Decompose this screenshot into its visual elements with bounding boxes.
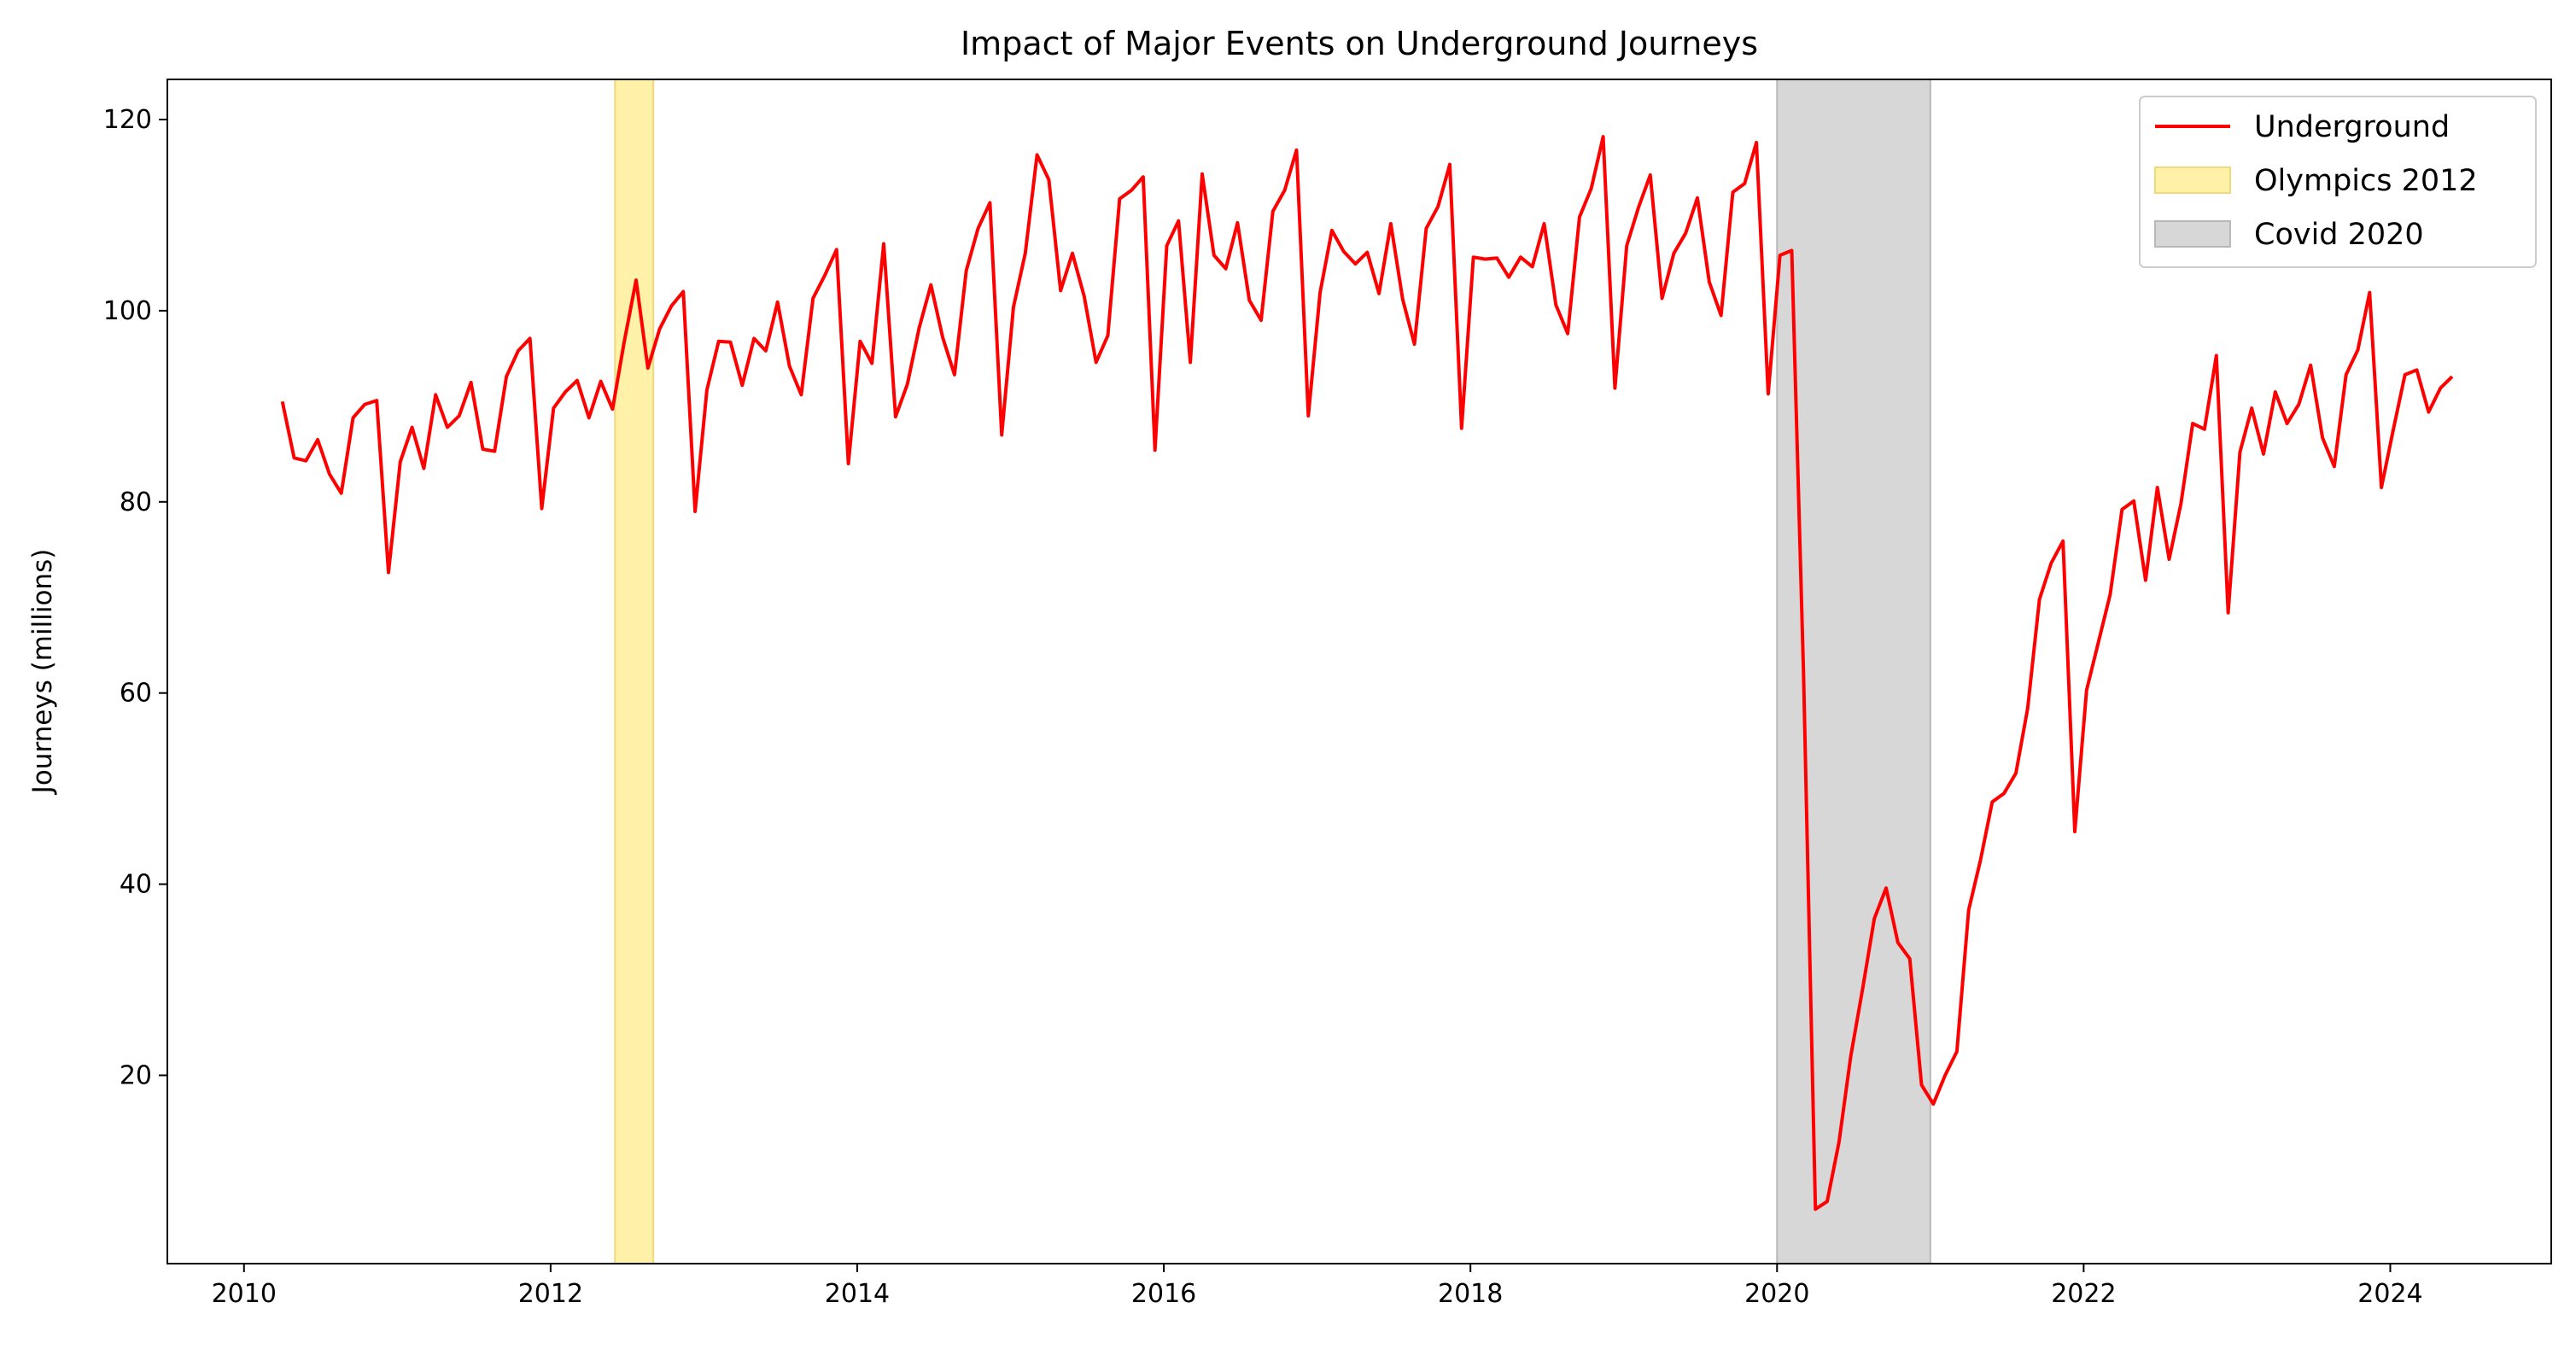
legend-label-covid: Covid 2020 — [2254, 218, 2424, 252]
series-layer — [280, 135, 2454, 1212]
y-tick-label: 80 — [120, 488, 152, 517]
x-tick-label: 2022 — [2051, 1279, 2116, 1309]
legend-box — [2139, 96, 2537, 268]
x-tick-label: 2018 — [1438, 1279, 1503, 1309]
x-tick-label: 2024 — [2357, 1279, 2422, 1309]
y-tick-label: 60 — [120, 679, 152, 709]
y-tick-label: 120 — [103, 105, 152, 135]
x-axis: 2010 2012 2014 2016 2018 2020 2022 2024 — [212, 1264, 2423, 1309]
x-tick-label: 2020 — [1744, 1279, 1809, 1309]
legend: Underground Olympics 2012 Covid 2020 — [2139, 96, 2537, 268]
legend-swatch-covid — [2154, 220, 2231, 248]
y-axis: 20 40 60 80 100 120 — [103, 105, 167, 1090]
y-axis-title: Journeys (millions) — [27, 549, 58, 796]
y-tick-label: 100 — [103, 296, 152, 326]
x-tick-label: 2010 — [212, 1279, 277, 1309]
event-bands — [614, 79, 1931, 1264]
legend-swatch-olympics — [2154, 166, 2231, 194]
band-olympics-2012 — [614, 79, 655, 1264]
series-line-underground — [280, 135, 2454, 1212]
x-tick-label: 2016 — [1131, 1279, 1196, 1309]
y-tick-label: 20 — [120, 1060, 152, 1090]
band-covid-2020 — [1776, 79, 1931, 1264]
legend-label-underground: Underground — [2254, 110, 2450, 144]
x-tick-label: 2014 — [825, 1279, 890, 1309]
x-tick-label: 2012 — [518, 1279, 583, 1309]
legend-label-olympics: Olympics 2012 — [2254, 164, 2478, 198]
y-tick-label: 40 — [120, 870, 152, 900]
plot-frame — [166, 79, 2552, 1264]
chart-title: Impact of Major Events on Underground Jo… — [961, 25, 1758, 62]
